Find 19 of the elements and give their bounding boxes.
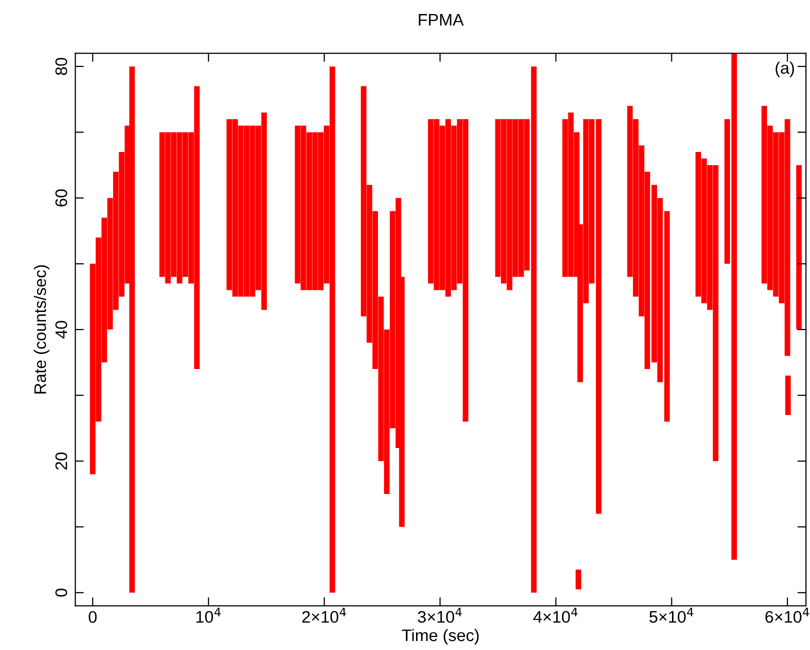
x-axis-title: Time (sec) [402,628,479,645]
x-tick-label: 2×10$^{4}$ [302,608,346,623]
y-axis-title: Rate (counts/sec) [34,265,50,394]
y-tick-label: 60 [55,189,68,206]
y-tick-label: 80 [55,58,68,75]
x-tick-label: 3×10$^{4}$ [418,608,462,623]
bar [796,165,802,330]
x-tick-label: 10$^{4}$ [196,608,221,623]
chart-title: FPMA [418,14,464,26]
bar [576,570,582,590]
x-tick-label: 5×10$^{4}$ [649,608,694,623]
y-tick-label: 0 [55,588,68,597]
y-tick-label: 20 [55,452,68,470]
x-tick-label: 4×10$^{4}$ [533,608,578,623]
y-tick-label: 40 [55,320,68,338]
x-tick-label: 6×10$^{4}$ [765,608,810,623]
bar [785,376,791,416]
x-tick-label: 0 [88,611,97,623]
annotation: (a) [776,62,794,78]
